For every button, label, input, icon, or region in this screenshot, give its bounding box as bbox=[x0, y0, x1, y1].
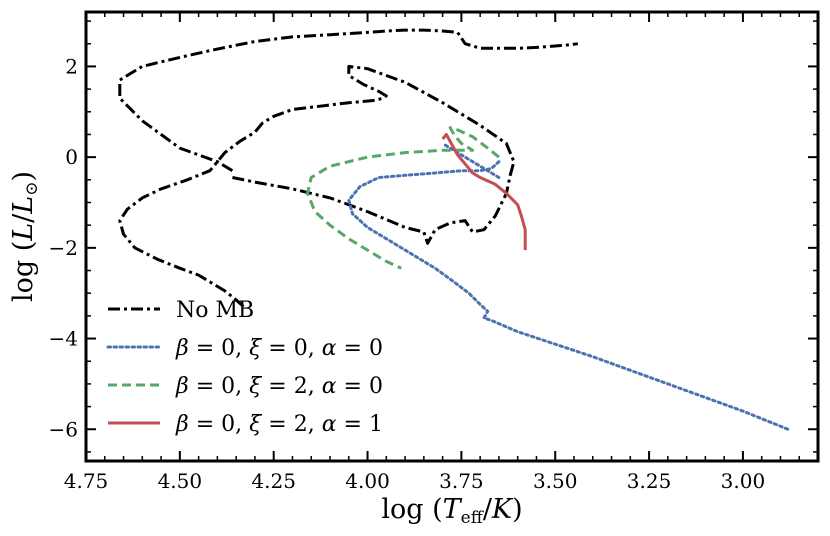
x-tick-label: 3.75 bbox=[439, 469, 484, 493]
legend-label: No MB bbox=[176, 298, 254, 323]
x-tick-label: 4.25 bbox=[251, 469, 296, 493]
legend: No MBβ = 0, ξ = 0, α = 0β = 0, ξ = 2, α … bbox=[106, 298, 383, 437]
legend-label-part: , bbox=[235, 412, 249, 437]
x-tick-label: 3.50 bbox=[533, 469, 578, 493]
legend-label-part: 1 bbox=[369, 412, 383, 437]
y-tick-label: −2 bbox=[49, 236, 78, 260]
series-layer bbox=[118, 28, 790, 431]
y-axis-label-sun: ⊙ bbox=[22, 182, 42, 196]
legend-label-part: = bbox=[189, 336, 221, 361]
y-axis-label: log (L/L⊙) bbox=[8, 171, 42, 302]
legend-label-part: α bbox=[322, 412, 337, 437]
legend-label-part: α bbox=[322, 336, 337, 361]
x-tick-label: 4.75 bbox=[64, 469, 109, 493]
legend-label-part: , bbox=[308, 412, 322, 437]
x-axis-label-prefix: log ( bbox=[381, 494, 442, 525]
series-black-line-branch bbox=[118, 28, 578, 172]
x-axis-label-K: K bbox=[491, 494, 514, 525]
legend-label-part: , bbox=[235, 374, 249, 399]
labels-layer: 4.75 4.50 4.25 4.00 3.75 3.50 3.25 3.00 2 0 −2 −4 −6 bbox=[49, 54, 766, 493]
legend-label-part: , bbox=[308, 336, 322, 361]
y-axis-label-L: L bbox=[8, 223, 39, 242]
series-red-line bbox=[441, 133, 527, 251]
x-tick-label: 4.00 bbox=[345, 469, 390, 493]
legend-label-part: β bbox=[175, 374, 189, 399]
legend-label-part: = bbox=[337, 412, 369, 437]
series-blue-line-branch bbox=[441, 142, 501, 179]
x-axis-label: log (Teff/K) bbox=[381, 494, 522, 528]
y-axis-label-prefix: log ( bbox=[8, 241, 39, 302]
legend-label-part: 0 bbox=[294, 336, 308, 361]
legend-label-part: = bbox=[261, 336, 293, 361]
legend-label-part: = bbox=[261, 412, 293, 437]
legend-label-part: , bbox=[235, 336, 249, 361]
x-axis-label-close: ) bbox=[512, 494, 523, 525]
legend-label-part: = bbox=[189, 412, 221, 437]
y-tick-label: 0 bbox=[65, 145, 78, 169]
legend-label: β = 0, ξ = 2, α = 0 bbox=[175, 374, 383, 399]
y-axis-label-close: ) bbox=[8, 171, 39, 182]
legend-label-part: β bbox=[175, 412, 189, 437]
legend-label-part: α bbox=[322, 374, 337, 399]
series-green-line bbox=[306, 126, 500, 270]
ticks-layer bbox=[85, 12, 819, 461]
x-tick-label: 3.00 bbox=[721, 469, 766, 493]
x-axis-label-slash: / bbox=[483, 494, 493, 525]
x-tick-label: 4.50 bbox=[158, 469, 203, 493]
legend-label-part: = bbox=[261, 374, 293, 399]
x-axis-label-sub: eff bbox=[461, 508, 485, 528]
legend-label-part: 0 bbox=[221, 336, 235, 361]
legend-label: β = 0, ξ = 2, α = 1 bbox=[175, 412, 383, 437]
legend-label-part: 0 bbox=[221, 374, 235, 399]
legend-label-part: ξ bbox=[249, 374, 263, 399]
legend-label-part: ξ bbox=[249, 412, 263, 437]
y-tick-label: 2 bbox=[65, 54, 78, 78]
y-tick-label: −6 bbox=[49, 417, 78, 441]
y-tick-label: −4 bbox=[49, 327, 78, 351]
series-black-line bbox=[118, 64, 516, 308]
legend-label-part: ξ bbox=[249, 336, 263, 361]
legend-label-part: 2 bbox=[294, 374, 308, 399]
x-axis-label-T: T bbox=[443, 494, 463, 525]
legend-label-part: = bbox=[189, 374, 221, 399]
x-tick-label: 3.25 bbox=[627, 469, 672, 493]
legend-label-part: 0 bbox=[369, 374, 383, 399]
legend-label-part: β bbox=[175, 336, 189, 361]
plot-frame bbox=[84, 10, 820, 463]
y-axis-label-L2: L bbox=[8, 196, 39, 215]
legend-label-part: = bbox=[337, 374, 369, 399]
series-blue-line bbox=[347, 160, 790, 431]
legend-label-part: 2 bbox=[294, 412, 308, 437]
legend-label-part: 0 bbox=[221, 412, 235, 437]
y-axis-label-slash: / bbox=[8, 213, 39, 223]
legend-label: β = 0, ξ = 0, α = 0 bbox=[175, 336, 383, 361]
legend-label-part: = bbox=[337, 336, 369, 361]
legend-label-part: , bbox=[308, 374, 322, 399]
legend-label-part: 0 bbox=[369, 336, 383, 361]
